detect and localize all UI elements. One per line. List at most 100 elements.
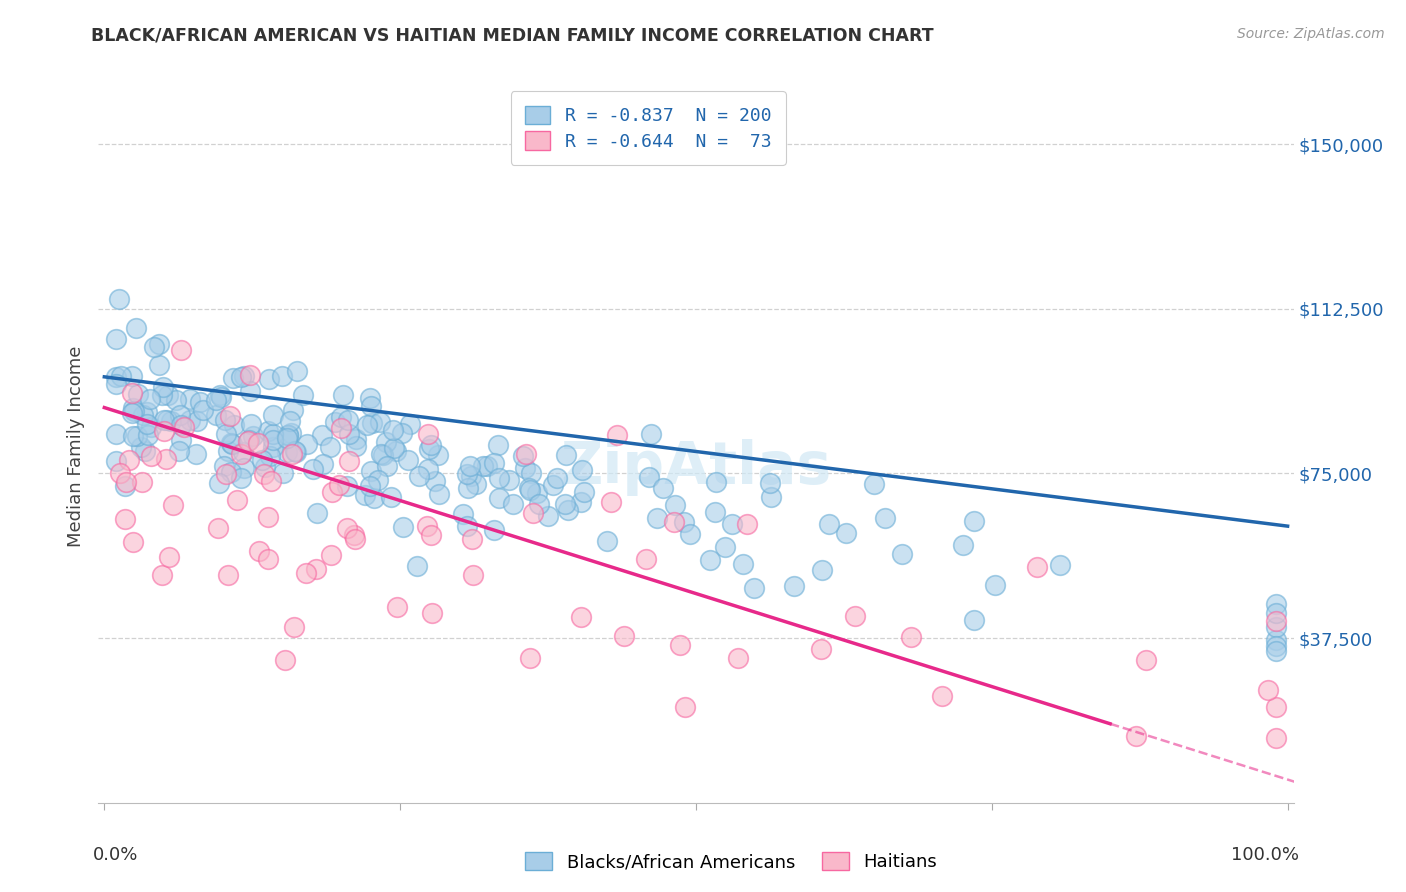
Point — [1257, 683, 1279, 698]
Legend: Blacks/African Americans, Haitians: Blacks/African Americans, Haitians — [517, 845, 945, 879]
Point — [148, 336, 170, 351]
Point — [406, 559, 429, 574]
Point — [512, 449, 534, 463]
Point — [284, 445, 307, 459]
Point — [328, 478, 350, 492]
Point — [219, 465, 242, 479]
Point — [546, 471, 568, 485]
Point — [332, 388, 354, 402]
Point — [647, 511, 669, 525]
Point — [238, 433, 260, 447]
Point — [131, 440, 153, 454]
Point — [359, 479, 381, 493]
Point — [731, 557, 754, 571]
Point — [537, 509, 560, 524]
Point — [475, 459, 498, 474]
Point — [706, 475, 728, 489]
Point — [519, 651, 541, 665]
Point — [520, 467, 543, 481]
Point — [170, 417, 193, 432]
Point — [141, 449, 163, 463]
Point — [131, 475, 153, 489]
Point — [105, 427, 128, 442]
Point — [727, 651, 749, 665]
Point — [818, 516, 841, 531]
Point — [1264, 700, 1286, 714]
Text: Source: ZipAtlas.com: Source: ZipAtlas.com — [1237, 27, 1385, 41]
Text: BLACK/AFRICAN AMERICAN VS HAITIAN MEDIAN FAMILY INCOME CORRELATION CHART: BLACK/AFRICAN AMERICAN VS HAITIAN MEDIAN… — [91, 27, 934, 45]
Point — [336, 479, 359, 493]
Point — [742, 581, 765, 595]
Point — [596, 534, 619, 549]
Point — [398, 453, 420, 467]
Point — [276, 445, 298, 459]
Point — [370, 447, 392, 461]
Point — [321, 549, 343, 563]
Point — [1264, 643, 1286, 657]
Point — [214, 458, 236, 473]
Point — [125, 321, 148, 335]
Point — [522, 506, 544, 520]
Point — [368, 415, 391, 429]
Point — [900, 630, 922, 644]
Legend: R = -0.837  N = 200, R = -0.644  N =  73: R = -0.837 N = 200, R = -0.644 N = 73 — [510, 91, 786, 165]
Point — [278, 414, 301, 428]
Point — [105, 376, 128, 391]
Point — [114, 478, 136, 492]
Point — [669, 638, 692, 652]
Point — [179, 392, 201, 406]
Point — [208, 475, 231, 490]
Point — [571, 463, 593, 477]
Point — [329, 421, 352, 435]
Point — [236, 434, 259, 448]
Point — [157, 550, 180, 565]
Point — [153, 413, 176, 427]
Point — [276, 431, 298, 445]
Point — [188, 395, 211, 409]
Point — [374, 434, 396, 449]
Point — [363, 491, 385, 505]
Point — [256, 424, 278, 438]
Point — [150, 567, 173, 582]
Point — [321, 485, 343, 500]
Point — [336, 413, 359, 427]
Point — [209, 390, 232, 404]
Point — [515, 461, 537, 475]
Point — [136, 417, 159, 431]
Point — [330, 409, 353, 424]
Point — [214, 412, 236, 426]
Point — [114, 511, 136, 525]
Point — [461, 568, 484, 582]
Point — [134, 444, 156, 458]
Point — [640, 427, 662, 442]
Point — [1264, 606, 1286, 620]
Point — [312, 458, 335, 472]
Point — [254, 460, 277, 475]
Point — [875, 510, 897, 524]
Point — [170, 343, 193, 357]
Text: 0.0%: 0.0% — [93, 846, 138, 863]
Point — [122, 404, 145, 418]
Point — [890, 547, 912, 561]
Point — [465, 476, 488, 491]
Point — [337, 454, 360, 468]
Point — [453, 507, 475, 521]
Point — [108, 467, 131, 481]
Point — [153, 424, 176, 438]
Point — [139, 392, 162, 406]
Point — [360, 464, 382, 478]
Point — [121, 368, 143, 383]
Point — [281, 402, 304, 417]
Point — [232, 460, 254, 475]
Point — [638, 470, 661, 484]
Point — [217, 443, 239, 458]
Point — [259, 450, 281, 464]
Point — [673, 700, 696, 714]
Point — [256, 509, 278, 524]
Text: ZipAtlas: ZipAtlas — [561, 439, 831, 496]
Point — [554, 448, 576, 462]
Point — [343, 533, 366, 547]
Point — [337, 427, 360, 442]
Point — [205, 408, 228, 422]
Point — [1264, 598, 1286, 612]
